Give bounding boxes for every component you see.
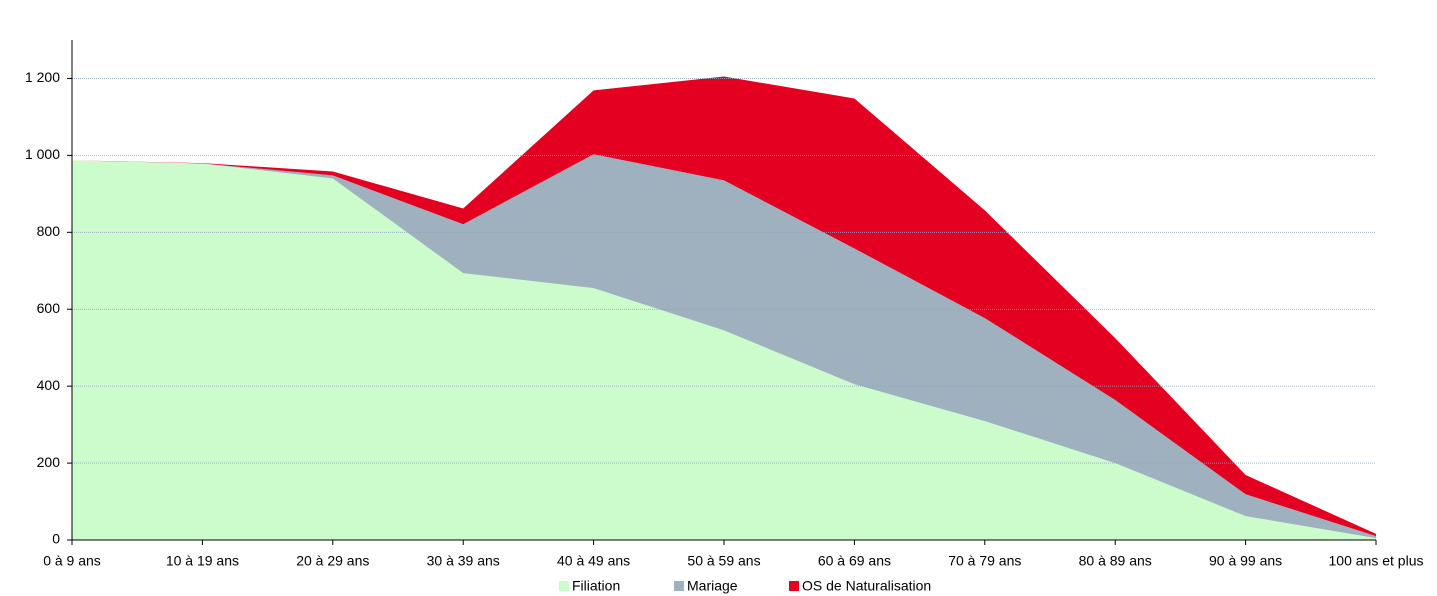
y-tick-label: 800: [37, 223, 61, 239]
x-tick-label: 60 à 69 ans: [818, 553, 891, 569]
x-tick-label: 80 à 89 ans: [1079, 553, 1152, 569]
y-tick-label: 1 200: [25, 69, 60, 85]
x-tick-label: 40 à 49 ans: [557, 553, 630, 569]
x-tick-label: 90 à 99 ans: [1209, 553, 1282, 569]
x-tick-label: 100 ans et plus: [1329, 553, 1424, 569]
legend-label: Filiation: [572, 578, 620, 594]
y-tick-label: 1 000: [25, 146, 60, 162]
area: [72, 160, 1376, 540]
legend-label: OS de Naturalisation: [802, 578, 931, 594]
x-tick-label: 70 à 79 ans: [948, 553, 1021, 569]
legend-swatch: [674, 581, 684, 591]
y-tick-label: 0: [52, 531, 60, 547]
x-tick-label: 20 à 29 ans: [296, 553, 369, 569]
y-tick-label: 600: [37, 300, 61, 316]
area: [72, 154, 1376, 539]
y-tick-label: 400: [37, 377, 61, 393]
x-tick-label: 50 à 59 ans: [687, 553, 760, 569]
x-tick-label: 10 à 19 ans: [166, 553, 239, 569]
x-tick-label: 30 à 39 ans: [427, 553, 500, 569]
y-tick-label: 200: [37, 454, 61, 470]
x-tick-label: 0 à 9 ans: [43, 553, 101, 569]
legend-swatch: [559, 581, 569, 591]
legend-swatch: [789, 581, 799, 591]
legend-label: Mariage: [687, 578, 738, 594]
area: [72, 76, 1376, 537]
